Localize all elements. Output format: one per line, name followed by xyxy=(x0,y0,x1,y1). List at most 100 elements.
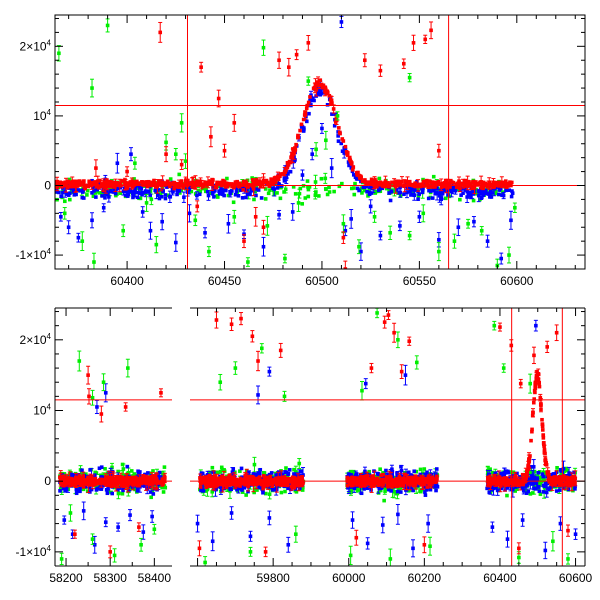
top-red-cloud-point xyxy=(103,181,108,186)
top-blue-point xyxy=(101,205,106,210)
bottom-red-cloud-point xyxy=(93,476,98,481)
top-red-cloud-point xyxy=(157,179,162,184)
bottom-red-cloud-point xyxy=(290,477,295,482)
bottom-blue-cloud-point xyxy=(96,487,101,491)
top-blue-cloud-point xyxy=(387,191,391,195)
top-blue-cloud-point xyxy=(135,195,140,200)
bottom-blue-cloud-point xyxy=(246,489,250,494)
top-blue-cloud-point xyxy=(57,190,61,195)
top-red-cloud-point xyxy=(435,181,440,186)
top-blue-cloud-point xyxy=(131,195,135,200)
top-blue-cloud-point xyxy=(481,188,485,193)
bottom-green-cloud-point xyxy=(294,470,298,474)
top-red-cloud-point xyxy=(241,188,245,192)
top-red-cloud-point xyxy=(213,185,218,190)
bottom-red-cloud-point xyxy=(220,482,225,487)
bottom-red-cloud-point xyxy=(89,475,94,480)
top-blue-cloud-point xyxy=(429,189,433,193)
top-red-cloud-point xyxy=(351,168,355,172)
top-green-point xyxy=(479,228,484,233)
top-blue-cloud-point xyxy=(416,197,420,201)
bottom-red-point xyxy=(73,532,77,536)
top-blue-cloud-point xyxy=(140,190,145,195)
top-red-cloud-point xyxy=(407,179,412,184)
top-blue-cloud-point xyxy=(362,185,367,190)
top-blue-cloud-point xyxy=(113,191,118,196)
top-red-cloud-point xyxy=(140,180,144,184)
bottom-green-cloud-point xyxy=(422,467,427,471)
top-blue-cloud-point xyxy=(481,192,486,197)
top-red-cloud-point xyxy=(379,183,383,187)
bottom-red-cloud-point xyxy=(91,480,96,484)
top-blue-point xyxy=(310,152,315,156)
bottom-green-cloud-point xyxy=(384,487,388,492)
bottom-green-cloud-point xyxy=(163,485,168,490)
top-green-cloud-point xyxy=(68,197,72,202)
top-red-cloud-point xyxy=(365,182,369,186)
top-red-cloud-point xyxy=(206,180,210,185)
top-red-point xyxy=(195,204,200,209)
bottom-blue-cloud-point xyxy=(147,485,152,490)
bottom-red-cloud-point xyxy=(223,482,228,487)
bottom-red-cloud-point xyxy=(80,476,85,480)
top-blue-cloud-point xyxy=(380,186,385,191)
top-red-cloud-point xyxy=(278,172,283,176)
top-blue-cloud-point xyxy=(377,187,382,191)
top-blue-cloud-point xyxy=(311,98,315,103)
top-red-cloud-point xyxy=(330,101,334,106)
bottom-red-cloud-point xyxy=(109,484,114,489)
bottom-green-cloud-point xyxy=(418,467,423,472)
top-blue-cloud-point xyxy=(240,196,245,200)
top-blue-cloud-point xyxy=(234,189,239,194)
bottom-green-cloud-point xyxy=(126,471,131,475)
top-blue-point xyxy=(148,228,153,233)
top-green-point xyxy=(121,228,125,233)
bottom-blue-cloud-point xyxy=(434,467,439,471)
top-red-cloud-point xyxy=(210,180,215,184)
bottom-red-cloud-point xyxy=(221,475,225,480)
top-red-cloud-point xyxy=(464,181,468,185)
top-red-cloud-point xyxy=(264,178,269,183)
top-blue-cloud-point xyxy=(409,193,413,197)
top-blue-cloud-point xyxy=(437,194,442,198)
bottom-red-cloud-point xyxy=(273,477,277,482)
top-green-cloud-point xyxy=(313,193,318,198)
top-red-cloud-point xyxy=(316,83,320,87)
top-red-cloud-point xyxy=(220,181,224,186)
bottom-red-cloud-point xyxy=(215,478,219,483)
top-red-cloud-point xyxy=(508,180,512,184)
bottom-red-cloud-point xyxy=(74,475,78,480)
top-green-cloud-point xyxy=(198,189,203,194)
top-blue-cloud-point xyxy=(239,188,243,193)
bottom-blue-cloud-point xyxy=(140,483,144,488)
top-green-point xyxy=(57,51,61,56)
bottom-red-cloud-point xyxy=(118,474,123,479)
bottom-blue-cloud-point xyxy=(148,490,153,494)
top-green-point xyxy=(452,239,457,243)
top-panel: 60400 60450 60500 60550 60600 -1×104 0 104 2×104 xyxy=(16,14,586,288)
top-red-cloud-point xyxy=(405,182,410,187)
top-blue-point xyxy=(499,256,504,261)
top-blue-cloud-point xyxy=(133,190,137,195)
bottom-green-cloud-point xyxy=(397,487,402,492)
top-red-cloud-point xyxy=(254,181,258,186)
bottom-blue-cloud-point xyxy=(286,486,290,491)
top-blue-point xyxy=(277,212,281,217)
bottom-red-cloud-point xyxy=(257,480,261,485)
bottom-blue-cloud-point xyxy=(93,473,97,477)
top-red-cloud-point xyxy=(508,183,513,187)
bottom-blue-cloud-point xyxy=(287,468,292,472)
bottom-green-cloud-point xyxy=(151,469,155,473)
bottom-green-cloud-point xyxy=(378,488,383,493)
top-green-point xyxy=(507,253,511,257)
bottom-green-cloud-point xyxy=(349,489,354,493)
bottom-red-cloud-point xyxy=(115,477,120,482)
top-blue-cloud-point xyxy=(81,196,86,200)
top-green-cloud-point xyxy=(374,189,378,194)
top-blue-point xyxy=(300,173,305,177)
top-red-cloud-point xyxy=(60,181,65,185)
bottom-blue-cloud-point xyxy=(257,485,262,490)
bottom-blue-cloud-point xyxy=(138,470,142,474)
top-red-cloud-point xyxy=(86,184,91,189)
top-blue-cloud-point xyxy=(355,177,360,181)
